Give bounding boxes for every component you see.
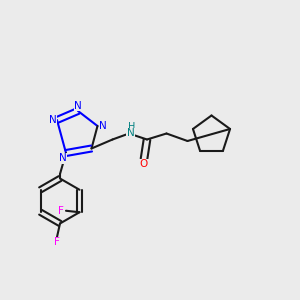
- Text: N: N: [74, 100, 82, 111]
- Text: F: F: [54, 237, 60, 248]
- Text: H: H: [128, 122, 136, 132]
- Text: N: N: [127, 128, 134, 139]
- Text: O: O: [140, 159, 148, 170]
- Text: N: N: [99, 121, 107, 131]
- Text: N: N: [59, 153, 67, 164]
- Text: F: F: [58, 206, 64, 216]
- Text: N: N: [49, 115, 56, 125]
